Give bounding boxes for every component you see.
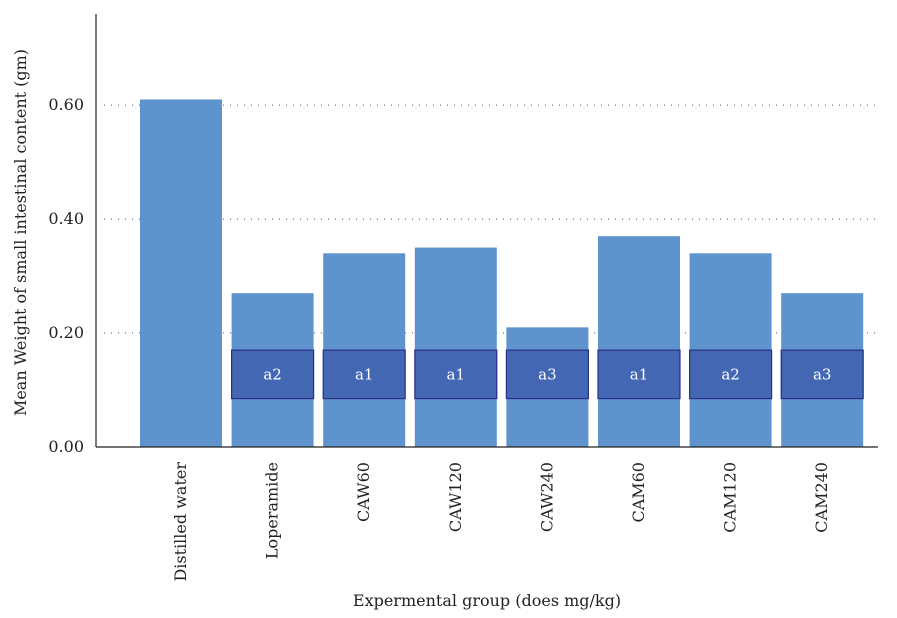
significance-label: a1 (447, 365, 466, 383)
x-tick-label: CAW60 (354, 462, 373, 522)
significance-label: a3 (813, 365, 832, 383)
significance-label: a1 (355, 365, 374, 383)
significance-badge (688, 349, 773, 400)
x-tick-label: CAW120 (446, 462, 465, 532)
significance-label: a2 (721, 365, 740, 383)
significance-label: a3 (538, 365, 557, 383)
x-tick-label: Loperamide (263, 462, 282, 559)
y-tick-label: 0.60 (48, 95, 84, 114)
x-tick-label: CAM120 (721, 462, 740, 533)
x-tick-label: CAW240 (537, 462, 556, 532)
significance-badges: a2 a1 a1 a3 a1 a2 a3 (231, 349, 864, 400)
y-tick-label: 0.40 (48, 209, 84, 228)
bar (598, 236, 680, 447)
y-tick-label: 0.00 (48, 437, 84, 456)
x-tick-label: CAM60 (629, 462, 648, 523)
x-tick-labels: Distilled water Loperamide CAW60 CAW120 CAW2… (171, 462, 831, 582)
y-tick-label: 0.20 (48, 323, 84, 342)
significance-label: a1 (630, 365, 649, 383)
significance-badge (231, 349, 315, 400)
bar (414, 247, 497, 447)
axes (95, 14, 878, 448)
bar (140, 99, 222, 448)
significance-badge (505, 349, 589, 400)
y-tick-labels: 0.00 0.20 0.40 0.60 (48, 95, 84, 456)
x-tick-label: CAM240 (812, 462, 831, 533)
y-axis-title: Mean Weight of small intestinal content … (11, 49, 30, 416)
significance-label: a2 (263, 365, 282, 383)
x-axis-title: Expermental group (does mg/kg) (353, 591, 621, 610)
significance-badge (597, 349, 681, 400)
x-tick-label: Distilled water (171, 462, 190, 582)
significance-badge (780, 349, 864, 400)
significance-badge (322, 349, 406, 400)
significance-badge (414, 349, 498, 400)
